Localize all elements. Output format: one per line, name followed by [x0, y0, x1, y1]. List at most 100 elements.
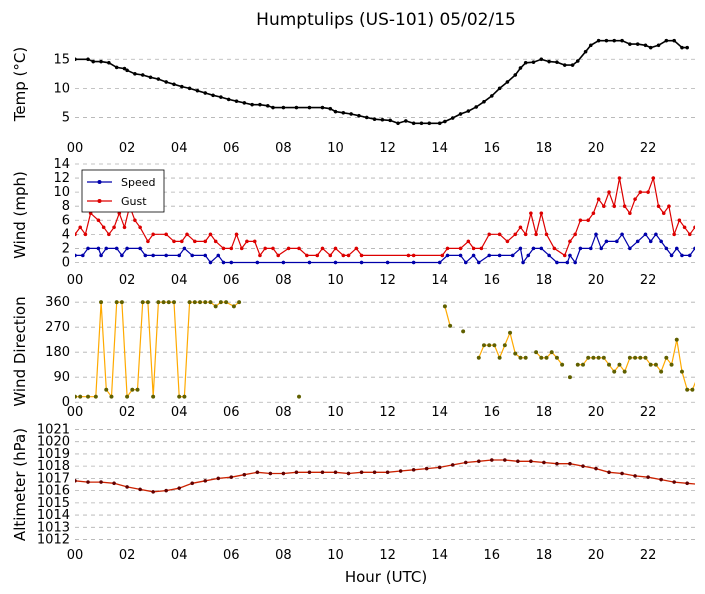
- series-point: [195, 88, 200, 93]
- series-point: [646, 475, 650, 480]
- series-point: [148, 75, 153, 80]
- speed-point: [333, 260, 338, 265]
- direction-point: [481, 343, 487, 348]
- gust-point: [341, 253, 346, 258]
- speed-point: [96, 246, 101, 251]
- plot-area: [75, 458, 695, 494]
- legend-label: Gust: [121, 195, 147, 208]
- x-tick-label: 04: [171, 273, 188, 288]
- direction-point: [580, 362, 586, 367]
- direction-point: [99, 300, 104, 305]
- series-point: [502, 458, 507, 462]
- gust-point: [693, 225, 695, 230]
- speed-point: [680, 253, 684, 258]
- x-axis-label: Hour (UTC): [345, 568, 427, 586]
- y-tick-label: 12: [53, 171, 70, 186]
- x-tick-label: 00: [67, 273, 84, 288]
- x-tick-label: 22: [640, 548, 657, 563]
- direction-point: [93, 394, 98, 399]
- speed-point: [565, 260, 570, 265]
- speed-point: [99, 253, 103, 258]
- x-tick-label: 18: [536, 548, 553, 563]
- x-tick-label: 20: [588, 141, 605, 156]
- direction-point: [442, 304, 447, 309]
- series-point: [177, 486, 182, 491]
- series-point: [357, 113, 361, 118]
- direction-point: [591, 355, 596, 360]
- x-tick-label: 06: [223, 548, 240, 563]
- gust-point: [101, 225, 106, 230]
- x-tick-label: 04: [171, 141, 188, 156]
- y-tick-label: 1015: [37, 496, 70, 511]
- gust-point: [682, 225, 687, 230]
- y-tick-label: 10: [53, 185, 70, 200]
- direction-point: [85, 394, 91, 399]
- y-tick-label: 1020: [37, 435, 70, 450]
- series-point: [164, 80, 169, 84]
- plot-area: [75, 300, 705, 399]
- series-point: [672, 480, 677, 484]
- speed-point: [693, 246, 695, 251]
- direction-point: [606, 362, 612, 367]
- direction-point: [669, 362, 674, 367]
- x-tick-label: 14: [431, 141, 448, 156]
- gust-point: [601, 204, 606, 209]
- direction-point: [701, 388, 705, 392]
- x-tick-label: 00: [67, 141, 84, 156]
- series-point: [364, 115, 369, 120]
- gust-point: [552, 246, 557, 251]
- series-point: [211, 93, 215, 98]
- direction-point: [633, 355, 638, 360]
- speed-point: [664, 246, 669, 251]
- series-point: [588, 43, 593, 48]
- series-point: [463, 460, 468, 465]
- gust-point: [487, 232, 492, 237]
- x-tick-label: 22: [640, 273, 657, 288]
- direction-point: [507, 330, 513, 335]
- series-point: [281, 105, 286, 110]
- gust-point: [221, 246, 226, 251]
- panel-3: 0 90 180 270 360 00 02 04 06 08 10 12 14 16 18 20 22 Wind…: [11, 295, 705, 420]
- x-tick-label: 08: [275, 141, 292, 156]
- gust-point: [656, 204, 661, 209]
- speed-point: [628, 246, 632, 251]
- speed-point: [143, 253, 148, 258]
- series-point: [516, 459, 520, 464]
- plot-area: [75, 175, 695, 265]
- y-tick-label: 1012: [37, 533, 70, 548]
- gust-point: [617, 176, 622, 180]
- gust-point: [622, 204, 627, 209]
- series-point: [380, 117, 385, 122]
- gust-point: [651, 176, 656, 180]
- speed-point: [221, 260, 226, 265]
- y-tick-label: 2: [62, 241, 70, 256]
- direction-point: [476, 355, 481, 360]
- direction-point: [622, 369, 627, 374]
- series-line: [75, 459, 695, 493]
- gust-point: [164, 232, 169, 237]
- x-tick-label: 10: [327, 548, 344, 563]
- series-point: [555, 60, 559, 65]
- series-point: [250, 102, 254, 107]
- y-tick-label: 180: [45, 345, 70, 360]
- legend: Speed Gust: [81, 169, 165, 213]
- gust-point: [667, 204, 671, 209]
- speed-point: [599, 246, 604, 251]
- speed-point: [654, 232, 658, 237]
- direction-point: [601, 355, 606, 360]
- gust-point: [320, 246, 325, 251]
- speed-point: [203, 253, 208, 258]
- x-tick-label: 10: [327, 141, 344, 156]
- y-tick-label: 4: [62, 227, 70, 242]
- series-point: [529, 459, 533, 464]
- gust-point: [333, 246, 338, 251]
- direction-point: [448, 323, 453, 328]
- x-tick-label: 02: [119, 141, 136, 156]
- series-point: [75, 57, 77, 62]
- gust-point: [276, 253, 281, 258]
- series-point: [99, 59, 103, 64]
- series-point: [172, 82, 176, 87]
- series-point: [594, 466, 598, 471]
- gust-point: [203, 239, 208, 244]
